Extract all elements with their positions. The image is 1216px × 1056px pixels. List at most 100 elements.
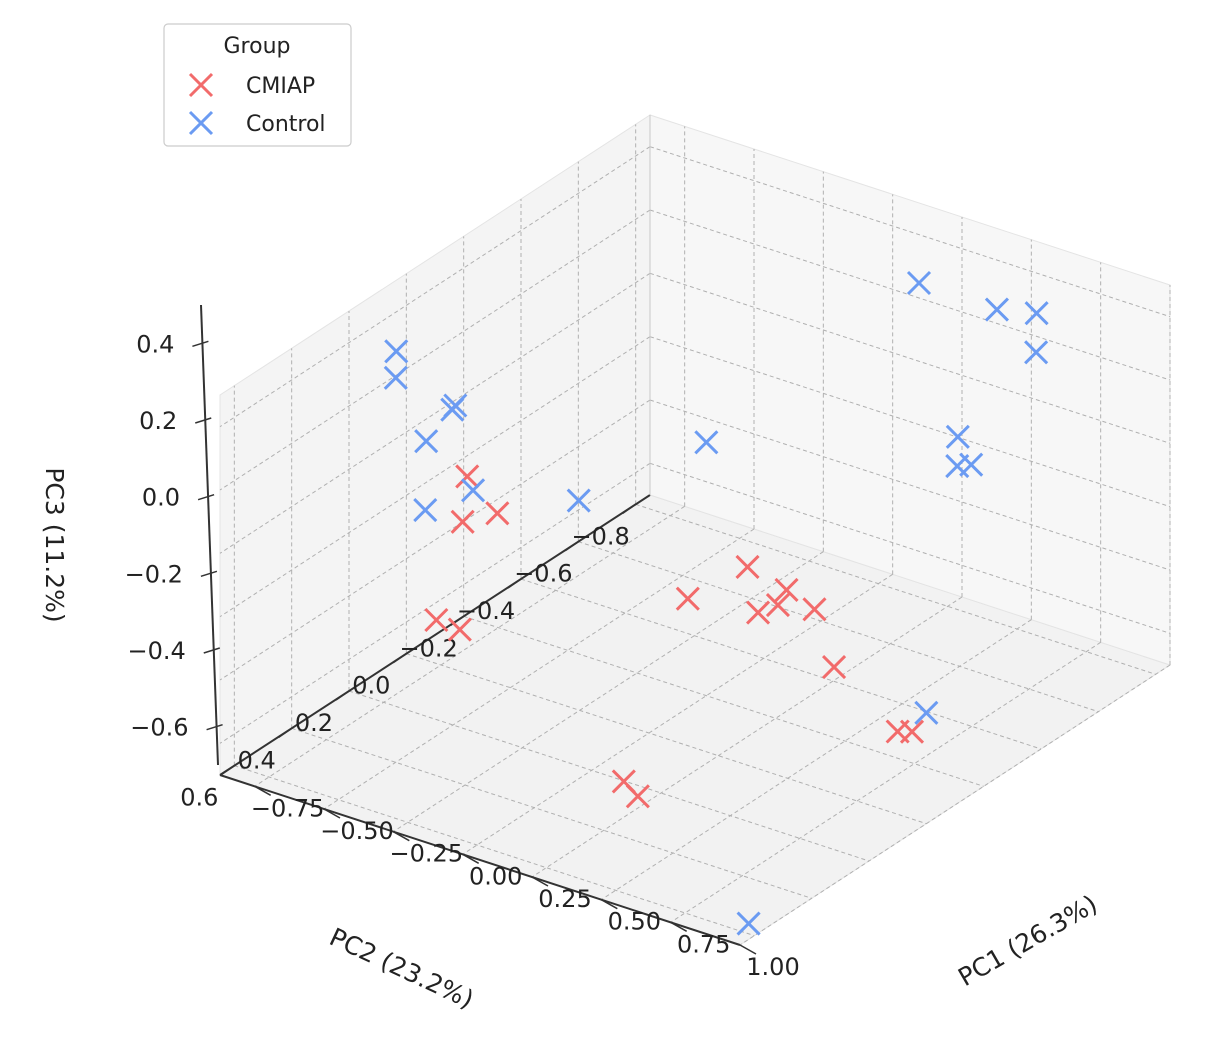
- marker-stroke: [746, 600, 771, 625]
- z-tick-mark: [192, 340, 209, 348]
- y-tick-label: −0.8: [572, 522, 630, 550]
- y-tick-mark: [335, 690, 350, 701]
- x-tick-label: 0.50: [608, 908, 661, 936]
- marker-stroke: [1024, 340, 1049, 365]
- gridline-z-right: [649, 336, 1171, 508]
- x-tick-mark: [462, 853, 480, 864]
- gridline-y-floor: [463, 615, 984, 787]
- gridline-z-right: [649, 462, 1171, 634]
- y-axis-label: PC2 (23.2%): [325, 922, 478, 1014]
- gridline-z-left: [219, 336, 651, 618]
- marker-stroke: [984, 297, 1009, 322]
- legend-entry-control: Control: [188, 110, 326, 137]
- x-tick-label: −0.25: [390, 840, 464, 868]
- marker-stroke: [945, 424, 970, 449]
- z-tick-mark: [206, 723, 223, 731]
- gridline-z-left: [219, 209, 651, 491]
- marker-stroke: [384, 339, 409, 364]
- point-cmiap: [675, 586, 700, 611]
- y-tick-mark: [564, 541, 579, 552]
- z-axis-label: PC3 (11.2%): [40, 467, 69, 622]
- marker-stroke: [885, 719, 910, 744]
- gridline-y-floor: [406, 653, 927, 825]
- gridline-y-floor: [635, 503, 1156, 675]
- y-tick-label: −0.4: [457, 597, 515, 625]
- point-control: [1024, 340, 1049, 365]
- gridline-x-floor: [670, 641, 1101, 923]
- point-cmiap: [746, 600, 771, 625]
- marker-stroke: [914, 700, 939, 725]
- x-tick-mark: [739, 944, 757, 955]
- gridlines: [219, 124, 1171, 946]
- y-tick-mark: [278, 727, 293, 738]
- x-tick-label: −0.75: [251, 794, 325, 822]
- marker-stroke: [611, 769, 636, 794]
- y-tick-label: −0.2: [400, 634, 458, 662]
- gridline-y-floor: [520, 578, 1042, 750]
- x-tick-mark: [670, 921, 688, 932]
- marker-stroke: [694, 430, 719, 455]
- point-cmiap: [765, 592, 791, 618]
- legend-marker-stroke: [188, 72, 214, 98]
- y-tick-label: 0.0: [352, 672, 390, 700]
- legend-title: Group: [224, 34, 291, 59]
- z-tick-label: 0.2: [139, 407, 177, 435]
- y-tick-mark: [507, 578, 522, 589]
- z-tick-label: 0.4: [136, 330, 174, 358]
- x-axis-label: PC1 (26.3%): [953, 889, 1102, 992]
- marker-stroke: [774, 577, 799, 603]
- point-control: [413, 498, 438, 523]
- point-control: [414, 429, 439, 454]
- gridline-z-right: [649, 399, 1171, 571]
- marker-stroke: [413, 498, 438, 523]
- gridline-y-floor: [291, 727, 812, 899]
- point-control: [440, 397, 465, 422]
- marker-stroke: [959, 452, 984, 477]
- x-tick-label: 0.75: [677, 930, 730, 958]
- legend-marker-stroke: [188, 110, 214, 136]
- z-tick-mark: [195, 417, 212, 424]
- marker-stroke: [455, 464, 480, 489]
- z-tick-mark: [200, 570, 218, 578]
- gridline-z-left: [219, 399, 651, 681]
- legend-entry-cmiap: CMIAP: [188, 72, 315, 99]
- point-cmiap: [885, 719, 910, 744]
- marker-stroke: [450, 509, 475, 534]
- point-control: [914, 700, 939, 725]
- point-cmiap: [455, 464, 480, 489]
- marker-stroke: [675, 586, 700, 611]
- x-tick-mark: [600, 899, 618, 910]
- legend-box: [163, 23, 352, 147]
- z-tick-label: −0.6: [130, 714, 188, 742]
- axis-ticks: −0.75−0.50−0.250.000.250.500.751.00−0.8−…: [125, 330, 800, 981]
- marker-stroke: [447, 617, 472, 642]
- marker-stroke: [440, 397, 465, 422]
- point-cmiap: [447, 617, 472, 642]
- gridline-z-left: [219, 146, 651, 428]
- legend-label: Control: [246, 112, 326, 137]
- point-cmiap: [485, 501, 510, 526]
- marker-stroke: [424, 607, 449, 633]
- marker-stroke: [485, 501, 510, 526]
- x-tick-mark: [323, 808, 341, 819]
- point-control: [566, 488, 591, 513]
- z-tick-label: −0.4: [127, 637, 185, 665]
- z-tick-label: −0.2: [125, 560, 183, 588]
- x-tick-label: 0.25: [538, 885, 591, 913]
- x-axis-line: [219, 774, 741, 946]
- point-control: [984, 297, 1009, 322]
- gridline-x-floor: [531, 596, 963, 878]
- point-control: [384, 339, 409, 364]
- x-tick-label: −0.50: [320, 817, 394, 845]
- point-cmiap: [735, 554, 760, 580]
- marker-stroke: [736, 911, 761, 936]
- y-tick-label: 0.6: [180, 784, 218, 812]
- marker-stroke: [735, 554, 760, 580]
- point-control: [694, 430, 719, 455]
- point-cmiap: [424, 607, 449, 633]
- point-control: [383, 365, 408, 390]
- y-tick-mark: [622, 503, 637, 514]
- gridline-x-floor: [323, 528, 755, 810]
- z-tick-label: 0.0: [142, 484, 180, 512]
